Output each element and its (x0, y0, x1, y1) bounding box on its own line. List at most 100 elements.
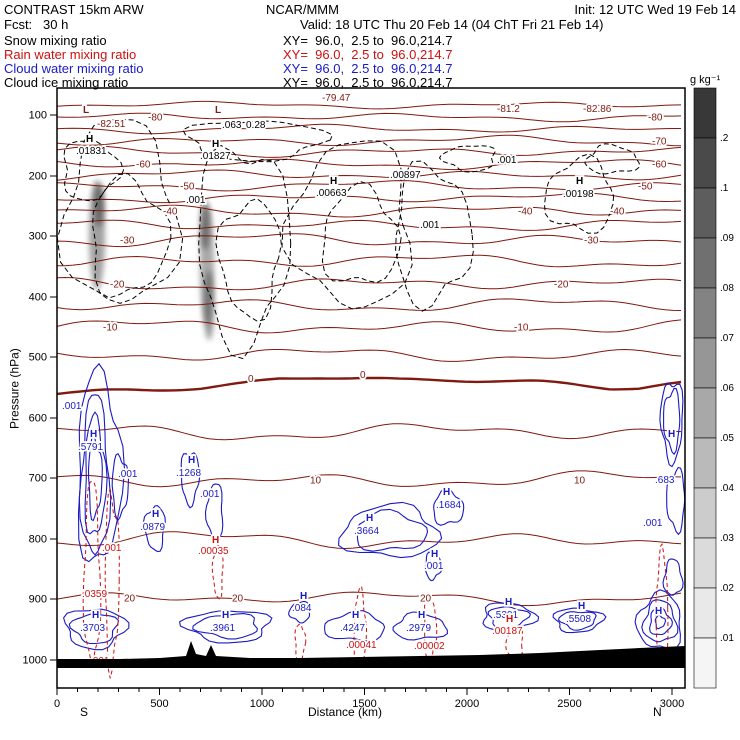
field-xy-rain: XY= 96.0, 2.5 to 96.0,214.7 (283, 47, 453, 62)
cloud-water-contour (78, 394, 112, 556)
center-name: NCAR/MMM (266, 2, 339, 17)
cloud-value-label: H (418, 610, 425, 621)
cloud-value-label: .3664 (354, 526, 379, 537)
temp-contour-line (57, 204, 682, 218)
cloud-value-label: H (222, 610, 229, 621)
temp-contour-label: -60 (652, 160, 667, 171)
snow-contour (281, 140, 413, 310)
temp-extremum-label: -81.2 (497, 104, 520, 115)
snow-value-label: .063 (222, 120, 242, 131)
rain-value-label: .00035 (198, 546, 229, 557)
y-tick-label: 400 (29, 292, 47, 304)
temp-extremum-label: -82.86 (583, 104, 612, 115)
cloud-value-label: H (505, 597, 512, 608)
cloud-water-contour (62, 608, 130, 651)
cloud-value-label: .5301 (493, 610, 518, 621)
colorbar-tick-label: .1 (720, 183, 729, 194)
cloud-water-contour (424, 551, 443, 582)
cloud-water-contour (663, 388, 681, 456)
field-xy-snow: XY= 96.0, 2.5 to 96.0,214.7 (283, 33, 453, 48)
cloud-value-label: H (668, 429, 675, 440)
temp-contour-label: -30 (584, 236, 599, 247)
y-tick-label: 900 (29, 594, 47, 606)
cloud-value-label: H (366, 513, 373, 524)
rain-value-label: .00002 (414, 641, 445, 652)
rain-value-label: .00187 (492, 626, 523, 637)
snow-contour (63, 140, 125, 202)
temp-contour-label: -20 (554, 280, 569, 291)
cloud-water-contour (662, 558, 684, 596)
cloud-value-label: H (578, 601, 585, 612)
y-tick-label: 800 (29, 534, 47, 546)
temp-contour-line (57, 100, 682, 110)
snow-value-label: .00198 (563, 189, 594, 200)
contour-labels: -80 -80 -70 -60 -60 -50 -50 -40 -40 -40 -30 -30 -20 -… (60, 91, 677, 669)
snow-contour (543, 153, 615, 234)
south-end-label: S (80, 705, 89, 719)
x-tick-label: 2500 (557, 698, 581, 710)
snow-value-label: .001 (420, 220, 440, 231)
y-tick-label: 1000 (23, 655, 47, 667)
cloud-value-label: .2979 (406, 623, 431, 634)
cloud-value-label: H (90, 429, 97, 440)
temp-contour-line (57, 192, 682, 204)
cloud-water-contour (84, 411, 108, 535)
snow-value-label: .01827 (200, 151, 231, 162)
snow-value-label: .001 (497, 155, 517, 166)
cloud-value-label: .5508 (566, 614, 591, 625)
temp-contour-label: -20 (110, 280, 125, 291)
y-tick-label: 200 (29, 171, 47, 183)
cloud-value-label: .001 (424, 561, 444, 572)
snow-value-label: H (86, 134, 93, 145)
temp-contour-line (57, 254, 682, 268)
colorbar-tick-label: .07 (720, 333, 734, 344)
snow-contour (584, 143, 640, 175)
cloud-water-contour (288, 600, 311, 624)
temp-extremum-label: L (83, 105, 89, 116)
snow-shading-blob (94, 183, 104, 227)
cloud-value-label: .1684 (436, 500, 461, 511)
colorbar-segment (693, 387, 717, 439)
colorbar-tick-label: .04 (720, 483, 734, 494)
cloud-value-label: .001 (118, 469, 138, 480)
plot-border (56, 87, 686, 689)
cloud-value-label: .4247 (340, 623, 365, 634)
temp-contour-zero-line (57, 376, 682, 396)
x-tick-label: 500 (150, 698, 168, 710)
temp-contour-line (57, 298, 682, 311)
colorbar-segment (693, 187, 717, 239)
x-tick-label: 1500 (352, 698, 376, 710)
colorbar-segment (693, 637, 717, 689)
cloud-water-contour (180, 452, 201, 509)
snow-contour (395, 160, 474, 312)
field-xy-cloud-water: XY= 96.0, 2.5 to 96.0,214.7 (283, 61, 453, 76)
snow-value-label: H (212, 139, 219, 150)
cloud-value-label: .001 (643, 518, 663, 529)
colorbar-segment (693, 287, 717, 339)
temp-contour-line (57, 531, 682, 550)
x-tick-label: 2000 (455, 698, 479, 710)
cloud-water-contour (68, 613, 119, 645)
temp-extremum-label: 0 (360, 370, 366, 381)
field-label-cloud-ice: Cloud ice mixing ratio (4, 75, 129, 90)
temp-contour-line (57, 219, 682, 231)
cloud-water-contour (192, 613, 258, 640)
temp-contour-line (57, 145, 682, 158)
cloud-water-contour (87, 434, 103, 522)
temp-contour-label: 10 (310, 476, 322, 487)
y-tick-label: 500 (29, 352, 47, 364)
field-label-snow: Snow mixing ratio (4, 33, 107, 48)
temp-contour-label: -80 (648, 113, 663, 124)
cloud-water-contour (204, 483, 224, 541)
snow-value-label: .00897 (390, 170, 421, 181)
rain-water-contour (655, 542, 669, 661)
snow-value-label: H (330, 176, 337, 187)
init-time: Init: 12 UTC Wed 19 Feb 14 (574, 2, 736, 17)
field-label-rain: Rain water mixing ratio (4, 47, 137, 62)
cloud-value-label: H (352, 610, 359, 621)
temp-contour-label: -50 (638, 182, 653, 193)
colorbar-tick-label: .05 (720, 433, 734, 444)
rain-value-label: .0359 (82, 589, 107, 600)
colorbar-tick-label: .2 (720, 133, 729, 144)
cloud-water-contour (649, 607, 673, 636)
